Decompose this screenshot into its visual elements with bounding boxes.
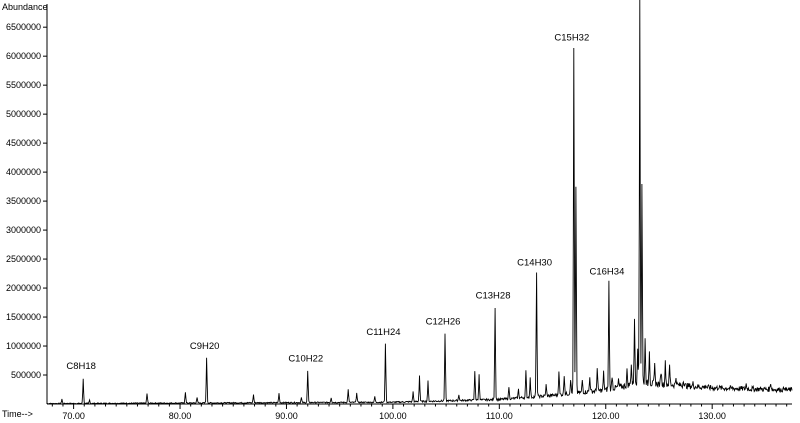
x-tick-label: 130.00 [698, 411, 726, 421]
x-tick-label: 70.00 [62, 411, 85, 421]
y-tick-label: 2500000 [6, 254, 41, 264]
peak-labels: C8H18 C9H20 C10H22 C11H24 C12H26 C13H28 C14H30… [66, 32, 625, 372]
y-tick-label: 4500000 [6, 138, 41, 148]
chromatogram-line [46, 0, 793, 405]
peak-label: C11H24 [366, 327, 400, 338]
peak-label: C9H20 [190, 341, 220, 352]
peak-label: C15H32 [554, 32, 589, 43]
y-tick-label: 1000000 [6, 341, 41, 351]
y-tick-label: 5500000 [6, 80, 41, 90]
peak-label: C12H26 [426, 316, 461, 327]
peak-label: C14H30 [517, 257, 552, 268]
y-axis-label: Abundance [2, 2, 48, 12]
x-tick-label: 90.00 [275, 411, 298, 421]
peak-label: C8H18 [66, 361, 96, 372]
y-tick-label: 500000 [11, 370, 41, 380]
y-tick-label: 2000000 [6, 283, 41, 293]
peak-label: C13H28 [476, 290, 511, 301]
x-tick-label: 100.00 [379, 411, 407, 421]
y-tick-label: 5000000 [6, 109, 41, 119]
x-tick-label: 80.00 [169, 411, 192, 421]
y-tick-label: 1500000 [6, 312, 41, 322]
y-tick-label: 4000000 [6, 167, 41, 177]
x-tick-label: 110.00 [486, 411, 513, 421]
y-tick-label: 3500000 [6, 196, 41, 206]
chromatogram-trace [46, 0, 793, 405]
y-tick-label: 3000000 [6, 225, 41, 235]
y-tick-label: 6500000 [6, 22, 41, 32]
x-tick-label: 120.00 [592, 411, 620, 421]
peak-label: C16H34 [590, 267, 625, 278]
chart-axes: 500000 1000000 1500000 2000000 2500000 300000… [6, 4, 792, 421]
y-tick-label: 6000000 [6, 51, 41, 61]
x-axis-label: Time--> [2, 409, 33, 419]
peak-label: C10H22 [288, 354, 323, 365]
